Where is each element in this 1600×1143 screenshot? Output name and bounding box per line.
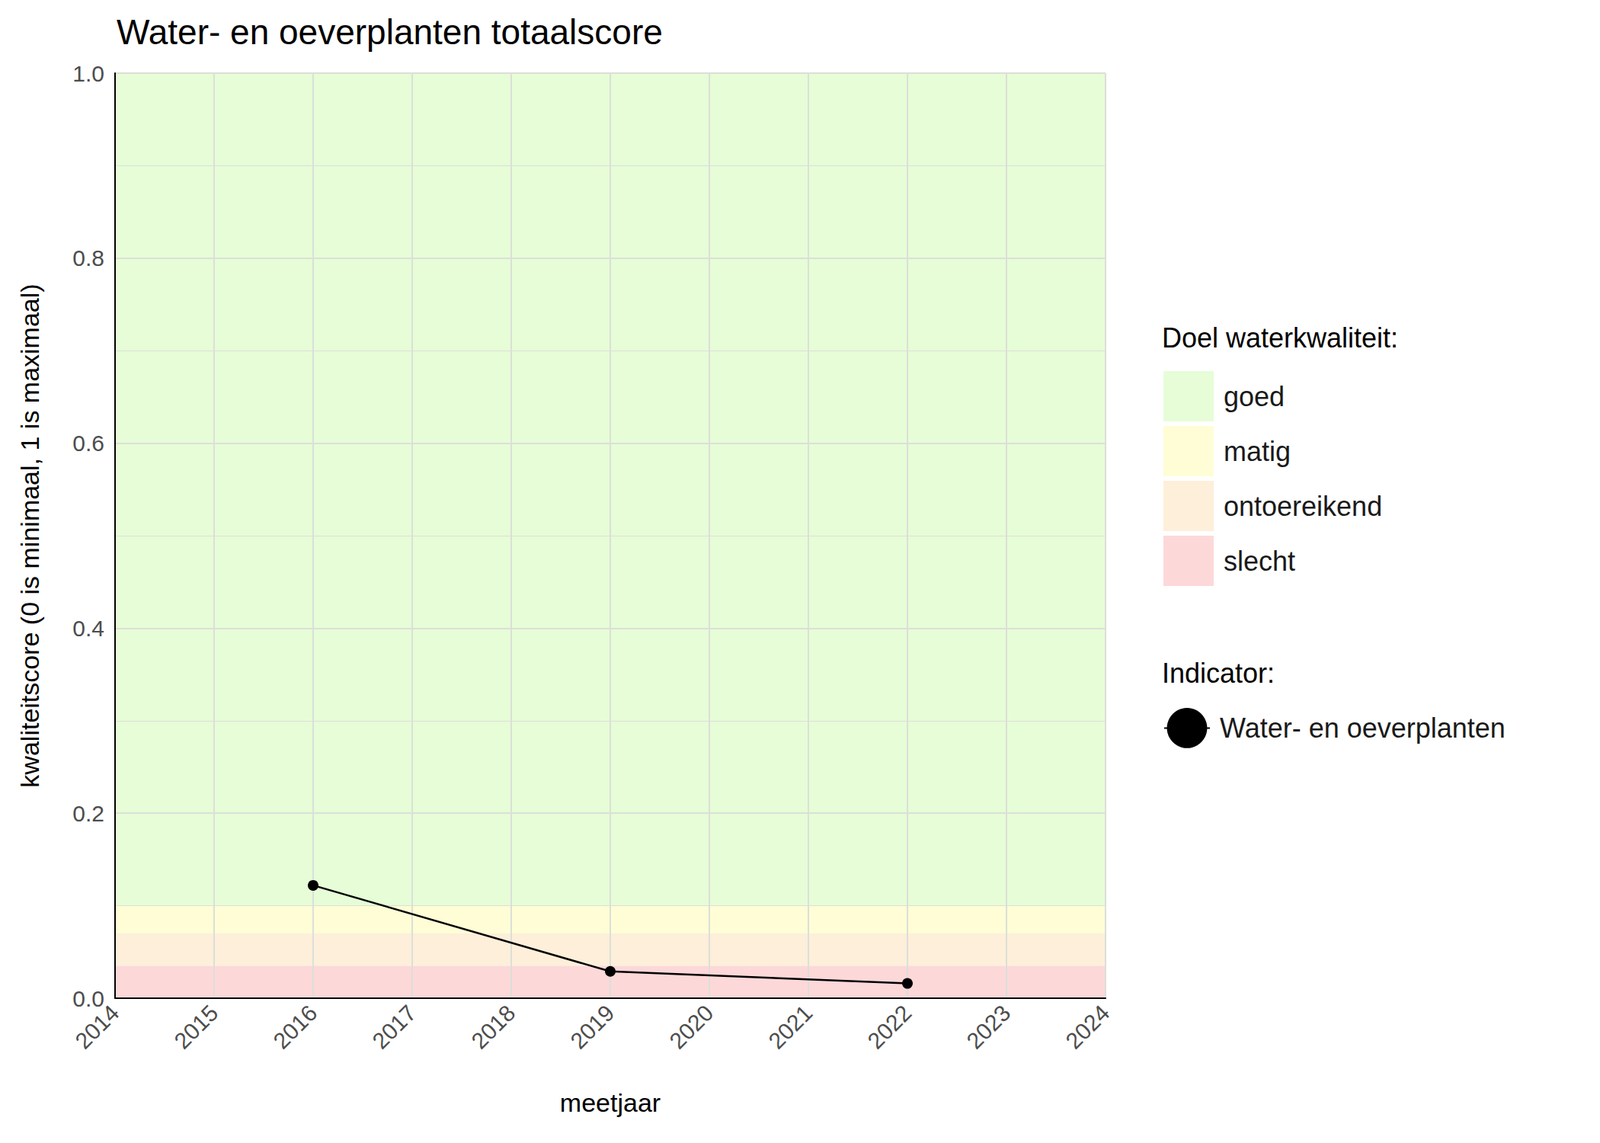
svg-text:2018: 2018 — [466, 999, 521, 1054]
svg-text:slecht: slecht — [1223, 545, 1296, 577]
svg-text:Water- en oeverplanten: Water- en oeverplanten — [1219, 712, 1506, 744]
svg-text:0.4: 0.4 — [72, 615, 105, 641]
svg-text:0.6: 0.6 — [72, 430, 105, 456]
svg-text:kwaliteitscore (0 is minimaal,: kwaliteitscore (0 is minimaal, 1 is maxi… — [15, 283, 45, 788]
svg-text:matig: matig — [1223, 435, 1291, 468]
svg-text:2015: 2015 — [169, 999, 224, 1054]
svg-text:2014: 2014 — [70, 999, 125, 1054]
svg-text:Water- en oeverplanten totaals: Water- en oeverplanten totaalscore — [116, 12, 663, 52]
svg-text:meetjaar: meetjaar — [560, 1088, 661, 1117]
svg-text:2021: 2021 — [763, 999, 818, 1054]
svg-text:2023: 2023 — [961, 999, 1016, 1054]
svg-text:0.0: 0.0 — [72, 985, 105, 1011]
svg-text:goed: goed — [1223, 380, 1285, 413]
svg-text:ontoereikend: ontoereikend — [1223, 490, 1383, 522]
svg-text:Doel waterkwaliteit:: Doel waterkwaliteit: — [1161, 322, 1399, 354]
svg-text:1.0: 1.0 — [72, 60, 105, 87]
svg-text:2016: 2016 — [268, 999, 323, 1054]
svg-text:2019: 2019 — [565, 999, 620, 1054]
svg-text:2024: 2024 — [1060, 999, 1115, 1054]
svg-text:2017: 2017 — [367, 999, 422, 1054]
svg-text:Indicator:: Indicator: — [1161, 657, 1275, 689]
svg-text:0.8: 0.8 — [72, 245, 105, 271]
svg-text:2022: 2022 — [862, 999, 917, 1054]
svg-text:2020: 2020 — [664, 999, 719, 1054]
svg-text:0.2: 0.2 — [72, 800, 105, 826]
